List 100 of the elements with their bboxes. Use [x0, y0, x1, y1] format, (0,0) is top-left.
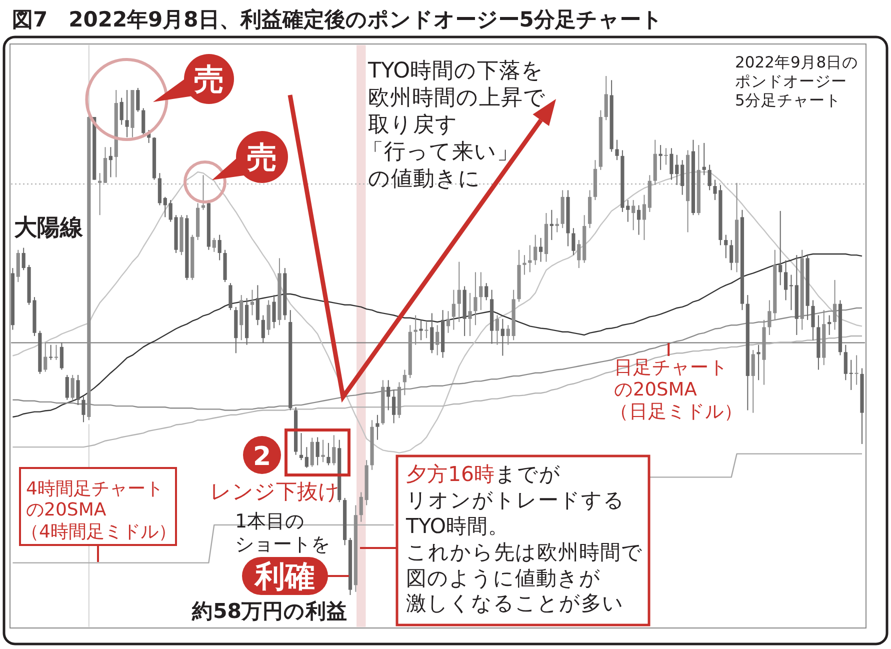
candlestick	[724, 234, 728, 259]
annotation: TYO時間。	[405, 514, 510, 538]
candlestick	[457, 261, 461, 323]
candlestick	[392, 389, 396, 424]
candlestick	[538, 237, 543, 262]
candlestick	[386, 380, 390, 411]
text: 約58万円の利益	[191, 599, 348, 624]
annotation: 欧州時間の上昇で	[368, 86, 546, 111]
candlestick	[468, 292, 472, 337]
annotation: TYO時間の下落を	[367, 58, 544, 84]
candlestick	[784, 260, 788, 301]
annotation: （日足ミドル）	[610, 401, 743, 422]
candlestick	[479, 272, 483, 311]
candlestick	[555, 218, 559, 233]
candlestick	[76, 374, 80, 406]
candlestick	[326, 442, 330, 466]
candlestick	[778, 210, 782, 286]
candlestick	[402, 369, 406, 396]
candlestick	[44, 342, 48, 372]
candlestick	[751, 350, 755, 414]
candlestick	[414, 314, 418, 346]
candlestick	[658, 144, 662, 170]
annotation: の20SMA	[614, 379, 698, 400]
annotation: 図のように値動きが	[406, 566, 601, 590]
annotation: 日足チャート	[614, 357, 728, 378]
candlestick	[136, 87, 140, 112]
candlestick	[522, 254, 526, 276]
annotation: 激しくなることが多い	[406, 591, 624, 616]
candlestick	[299, 432, 304, 461]
annotation: までが	[495, 462, 562, 486]
candlestick	[708, 164, 712, 191]
candlestick	[577, 240, 581, 269]
candlestick	[54, 344, 58, 360]
candlestick	[125, 90, 129, 138]
candlestick	[108, 146, 112, 178]
annotation: 大陽線	[14, 215, 84, 242]
annotation: これから先は欧州時間で	[406, 540, 643, 564]
candlestick	[446, 310, 450, 334]
candlestick	[70, 374, 74, 400]
candlestick	[82, 396, 86, 423]
candlestick	[332, 434, 336, 466]
annotation: リオンがトレードする	[406, 488, 625, 512]
candlestick	[218, 234, 222, 261]
candlestick	[730, 240, 734, 271]
candlestick	[376, 414, 380, 440]
candlestick	[452, 289, 456, 330]
candlestick	[844, 344, 848, 381]
candlestick	[250, 289, 254, 316]
candlestick	[261, 314, 265, 344]
candlestick	[702, 142, 706, 176]
candlestick	[419, 319, 423, 341]
candlestick	[304, 446, 308, 468]
chart-title: 図7 2022年9月8日、利益確定後のポンドオージー5分足チャート	[12, 7, 663, 32]
annotation: 売	[194, 62, 224, 98]
candlestick	[680, 160, 684, 196]
candlestick	[811, 300, 815, 341]
candlestick	[632, 200, 636, 231]
candlestick	[615, 139, 619, 161]
candlestick	[201, 174, 206, 210]
candlestick	[120, 97, 124, 126]
candlestick	[484, 282, 488, 301]
candlestick	[550, 209, 554, 241]
candlestick	[528, 244, 532, 273]
candlestick	[506, 324, 510, 346]
candlestick	[228, 282, 232, 311]
annotation: 1本目の	[235, 510, 304, 533]
candlestick	[849, 359, 853, 390]
candlestick	[572, 228, 576, 256]
annotation: 「行って来い」	[362, 140, 519, 165]
annotation: の値動きに	[368, 166, 481, 192]
candlestick	[430, 312, 434, 354]
annotation: ショートを	[235, 534, 330, 556]
candlestick	[636, 204, 641, 236]
candlestick	[436, 324, 440, 356]
candlestick	[642, 194, 646, 241]
candlestick	[424, 322, 428, 339]
candlestick	[256, 284, 260, 326]
candlestick	[16, 249, 20, 283]
candlestick	[534, 234, 538, 266]
candlestick	[49, 344, 53, 360]
candlestick	[272, 294, 276, 329]
annotation: （4時間足ミドル）	[21, 521, 176, 542]
candlestick	[604, 76, 608, 121]
annotation: 4時間足チャート	[26, 478, 164, 500]
candlestick	[756, 344, 760, 381]
candlestick	[664, 148, 668, 166]
annotation: 売	[247, 140, 277, 176]
candlestick	[310, 437, 314, 468]
annotation: 5分足チャート	[735, 91, 841, 110]
candlestick	[789, 274, 794, 311]
annotation: 利確	[254, 560, 315, 594]
annotation: 2	[252, 442, 272, 472]
candlestick	[828, 314, 832, 336]
candlestick	[65, 374, 69, 400]
candlestick	[500, 318, 504, 356]
candlestick	[316, 436, 320, 466]
candlestick	[495, 314, 500, 346]
annotation: 取り戻す	[368, 112, 458, 138]
annotation: 夕方16時	[406, 462, 496, 486]
candlestick	[98, 172, 102, 216]
